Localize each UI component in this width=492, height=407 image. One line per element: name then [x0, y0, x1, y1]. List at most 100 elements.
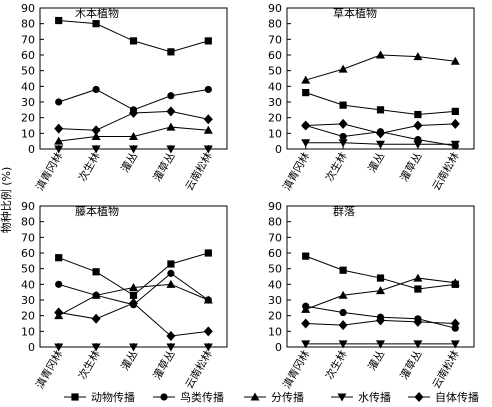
data-point — [204, 85, 212, 94]
data-point — [338, 139, 348, 148]
y-tick-label: 80 — [21, 18, 35, 31]
data-point — [91, 131, 101, 140]
legend: 动物传播 鸟类传播 分传播 水传播 自体传播 — [64, 390, 479, 404]
data-point — [302, 252, 310, 260]
chart-panel-2: 0 10 20 30 40 50 60 70 80 90 滇青冈林 次生林 灌丛 灌草丛 云南松林 草本植物 — [268, 2, 475, 193]
y-tick-label: 70 — [21, 33, 35, 46]
series-line — [305, 54, 456, 81]
data-point — [203, 125, 213, 134]
legend-marker — [250, 392, 260, 401]
data-point — [129, 291, 138, 299]
y-tick-label: 50 — [21, 65, 35, 78]
data-point — [338, 118, 348, 129]
series-line — [305, 255, 456, 290]
data-point — [301, 139, 311, 148]
data-point — [167, 269, 175, 277]
chart-title: 藤本植物 — [75, 204, 119, 218]
data-point — [91, 145, 101, 154]
legend-marker — [337, 393, 347, 402]
data-point — [338, 320, 348, 331]
data-point — [203, 326, 213, 337]
chart-title: 木本植物 — [75, 6, 119, 20]
data-point — [203, 114, 213, 125]
x-tick-label: 云南松林 — [183, 150, 216, 193]
chart-title: 群落 — [333, 204, 355, 218]
data-point — [55, 254, 63, 262]
chart-panel-4: 0 10 20 30 40 50 60 70 80 90 滇青冈林 次生林 灌丛 灌草丛 云南松林 群落 — [268, 200, 475, 391]
y-tick-label: 20 — [21, 310, 35, 323]
data-point — [167, 260, 175, 268]
data-point — [301, 304, 311, 313]
y-tick-label: 0 — [275, 143, 282, 156]
y-tick-label: 60 — [268, 49, 282, 62]
y-tick-label: 70 — [268, 33, 282, 46]
data-point — [376, 128, 385, 139]
y-tick-label: 80 — [21, 216, 35, 229]
data-point — [204, 37, 212, 45]
data-point — [413, 140, 423, 149]
data-point — [414, 110, 422, 119]
data-point — [413, 340, 423, 349]
data-point — [55, 16, 63, 25]
data-point — [413, 52, 423, 61]
data-point — [129, 131, 138, 140]
data-point — [376, 50, 385, 59]
data-point — [54, 145, 64, 154]
y-tick-label: 10 — [268, 127, 282, 140]
x-tick-label: 云南松林 — [183, 348, 216, 391]
x-tick-label: 滇青冈林 — [280, 348, 313, 391]
plot-frame — [39, 7, 228, 150]
data-point — [204, 249, 212, 257]
legend-label: 水传播 — [358, 390, 391, 404]
plot-frame — [39, 205, 228, 348]
data-point — [413, 120, 423, 131]
data-point — [91, 343, 101, 352]
data-point — [338, 64, 348, 73]
data-point — [376, 106, 385, 114]
data-point — [91, 290, 101, 299]
y-tick-label: 0 — [28, 341, 35, 354]
legend-label: 自体传播 — [435, 390, 479, 404]
x-tick-label: 次生林 — [76, 150, 103, 184]
y-axis-label: 物种比例 (%) — [0, 167, 13, 234]
data-point — [451, 107, 459, 115]
data-point — [91, 313, 101, 324]
y-tick-label: 30 — [21, 96, 35, 109]
data-point — [376, 340, 385, 349]
data-point — [129, 298, 138, 309]
x-tick-label: 次生林 — [76, 348, 103, 382]
y-tick-label: 90 — [268, 200, 282, 213]
legend-marker — [71, 393, 79, 401]
data-point — [166, 106, 176, 117]
data-point — [91, 125, 101, 136]
x-tick-label: 滇青冈林 — [33, 150, 66, 193]
data-point — [166, 145, 176, 154]
data-point — [338, 290, 348, 299]
y-tick-label: 20 — [268, 112, 282, 125]
data-point — [166, 122, 176, 131]
x-tick-label: 滇青冈林 — [33, 348, 66, 391]
y-tick-label: 60 — [268, 247, 282, 260]
x-tick-label: 灌丛 — [119, 349, 140, 373]
x-tick-label: 次生林 — [323, 348, 350, 382]
data-point — [129, 343, 138, 352]
data-point — [92, 85, 100, 94]
series-line — [58, 20, 209, 53]
data-point — [167, 48, 175, 56]
x-tick-label: 云南松林 — [430, 150, 463, 193]
data-point — [450, 56, 460, 65]
data-point — [92, 268, 100, 276]
data-point — [450, 278, 460, 287]
legend-label: 分传播 — [271, 390, 304, 404]
data-point — [301, 75, 311, 84]
y-tick-label: 40 — [268, 80, 282, 93]
data-point — [129, 282, 138, 291]
data-point — [301, 340, 311, 349]
y-tick-label: 80 — [268, 18, 282, 31]
x-tick-label: 灌草丛 — [398, 151, 424, 184]
x-tick-label: 灌草丛 — [398, 349, 424, 382]
y-tick-label: 40 — [21, 80, 35, 93]
x-tick-label: 滇青冈林 — [280, 150, 313, 193]
y-tick-label: 40 — [268, 278, 282, 291]
data-point — [54, 136, 64, 145]
